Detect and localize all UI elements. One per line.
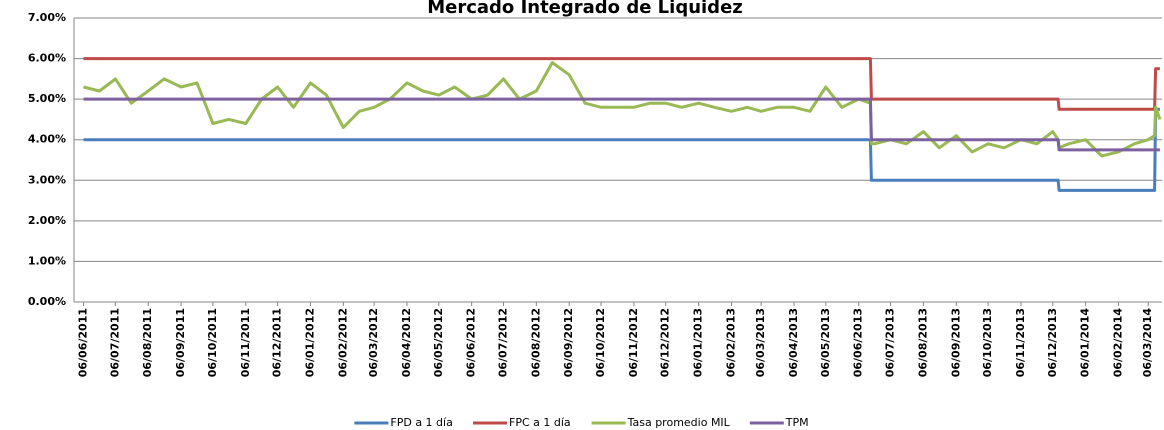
x-tick-label: 06/01/2012 — [303, 308, 316, 377]
legend-label: TPM — [785, 416, 809, 429]
x-tick-label: 06/11/2013 — [1014, 308, 1027, 377]
x-tick-label: 06/10/2011 — [206, 308, 219, 377]
y-tick-label: 4.00% — [28, 133, 66, 146]
x-tick-label: 06/05/2012 — [432, 308, 445, 377]
x-tick-label: 06/07/2012 — [496, 308, 509, 377]
x-tick-label: 06/03/2013 — [754, 308, 767, 377]
x-tick-label: 06/12/2011 — [271, 308, 284, 377]
x-tick-label: 06/02/2014 — [1112, 308, 1125, 378]
y-tick-label: 3.00% — [28, 173, 66, 186]
y-tick-label: 1.00% — [28, 254, 66, 267]
x-tick-label: 06/11/2011 — [239, 308, 252, 377]
legend-label: Tasa promedio MIL — [627, 416, 731, 429]
x-tick-label: 06/07/2011 — [108, 308, 121, 377]
legend-label: FPC a 1 día — [509, 416, 571, 429]
x-tick-label: 06/01/2014 — [1079, 308, 1092, 378]
x-tick-label: 06/07/2013 — [884, 308, 897, 377]
y-tick-label: 6.00% — [28, 52, 66, 65]
x-tick-label: 06/04/2013 — [787, 308, 800, 377]
x-tick-label: 06/12/2013 — [1046, 308, 1059, 377]
x-tick-label: 06/10/2013 — [981, 308, 994, 377]
series-line — [83, 61, 1162, 158]
x-tick-label: 06/01/2013 — [692, 308, 705, 377]
x-tick-label: 06/12/2012 — [659, 308, 672, 377]
x-tick-label: 06/08/2013 — [916, 308, 929, 377]
series-line — [83, 97, 1160, 152]
series-line — [83, 57, 1160, 111]
x-tick-label: 06/08/2012 — [529, 308, 542, 377]
x-tick-label: 06/08/2011 — [141, 308, 154, 377]
x-tick-label: 06/02/2012 — [336, 308, 349, 377]
legend-label: FPD a 1 día — [390, 416, 452, 429]
legend: FPD a 1 día FPC a 1 día Tasa promedio MIL T… — [354, 416, 809, 429]
y-tick-label: 7.00% — [28, 11, 66, 24]
x-tick-label: 06/09/2012 — [562, 308, 575, 377]
y-tick-label: 0.00% — [28, 295, 66, 308]
x-tick-label: 06/06/2013 — [852, 308, 865, 377]
series-line — [83, 107, 1160, 192]
x-tick-label: 06/04/2012 — [400, 308, 413, 377]
chart-title: Mercado Integrado de Liquidez — [427, 0, 743, 18]
x-tick-label: 06/10/2012 — [594, 308, 607, 377]
x-tick-label: 06/09/2011 — [174, 308, 187, 377]
x-tick-label: 06/03/2014 — [1141, 308, 1154, 378]
y-tick-label: 2.00% — [28, 214, 66, 227]
x-tick-label: 06/06/2012 — [465, 308, 478, 377]
x-tick-label: 06/06/2011 — [77, 308, 90, 377]
x-tick-label: 06/03/2012 — [367, 308, 380, 377]
x-tick-label: 06/05/2013 — [819, 308, 832, 377]
x-tick-label: 06/11/2012 — [627, 308, 640, 377]
x-tick-label: 06/09/2013 — [949, 308, 962, 377]
y-tick-label: 5.00% — [28, 92, 66, 105]
x-tick-label: 06/02/2013 — [724, 308, 737, 377]
